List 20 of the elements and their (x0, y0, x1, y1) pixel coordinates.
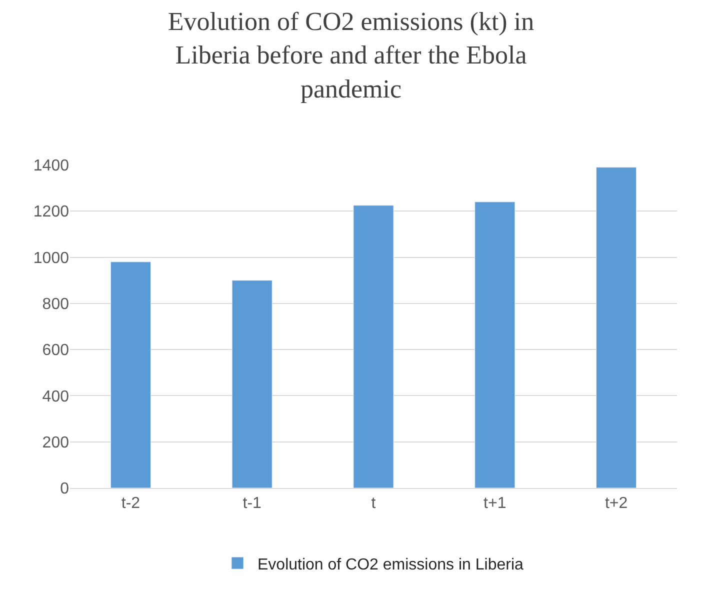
legend-label: Evolution of CO2 emissions in Liberia (258, 556, 524, 574)
bar (353, 205, 394, 488)
chart-title: Evolution of CO2 emissions (kt) in Liberia before and after the Ebola pandemic (168, 6, 534, 104)
x-tick-label: t+1 (484, 495, 506, 512)
x-tick-label: t-1 (242, 495, 262, 512)
y-tick-label: 1200 (33, 204, 70, 221)
bar (110, 262, 151, 488)
y-tick-label: 200 (42, 434, 70, 452)
bar (474, 202, 516, 488)
y-tick-label: 1000 (33, 250, 70, 267)
y-tick-label: 400 (42, 388, 70, 406)
y-tick-label: 800 (42, 296, 70, 314)
x-tick-label: t+2 (604, 495, 628, 512)
x-tick-label: t (371, 495, 376, 512)
y-tick-label: 600 (42, 342, 70, 360)
bar (232, 280, 272, 488)
y-tick-label: 1400 (33, 158, 70, 175)
bar (596, 167, 637, 488)
x-tick-label: t-2 (121, 495, 140, 512)
y-tick-label: 0 (60, 480, 70, 498)
